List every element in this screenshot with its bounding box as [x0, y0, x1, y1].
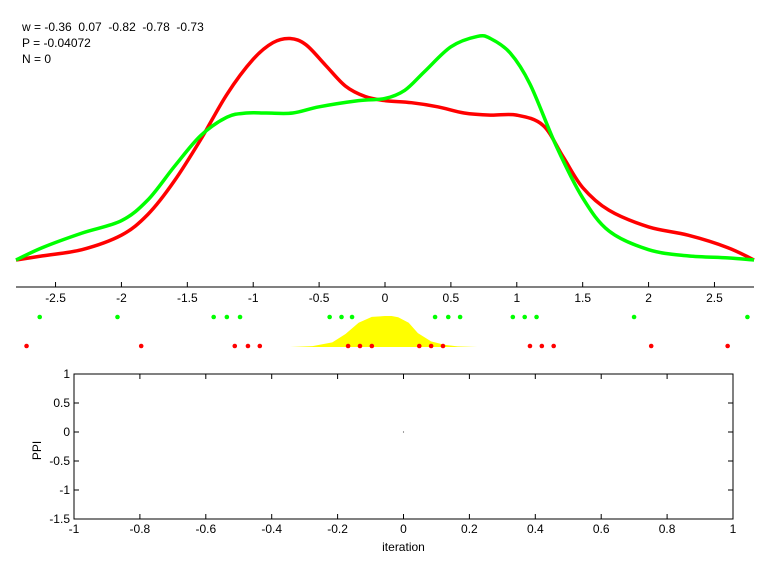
- red-point: [539, 343, 545, 349]
- density-x-tick-label: 1.5: [574, 291, 591, 305]
- green-point: [211, 314, 216, 320]
- red-point: [24, 343, 29, 349]
- ppi-y-tick-label: 0: [63, 425, 70, 439]
- p-value-readout: P = -0.04072: [22, 36, 91, 50]
- green-point: [745, 314, 750, 320]
- red-point: [245, 343, 251, 349]
- ppi-y-tick-label: -1: [59, 483, 70, 497]
- density-x-tick-label: -2.5: [45, 291, 66, 305]
- green-point: [631, 314, 637, 320]
- density-x-tick-label: 0: [382, 291, 389, 305]
- ppi-plot-box: [73, 373, 734, 520]
- red-point: [369, 343, 375, 349]
- red-point: [416, 343, 422, 349]
- green-point: [327, 314, 332, 320]
- red-curve: [15, 36, 755, 262]
- red-point: [232, 343, 238, 349]
- red-point: [357, 343, 363, 349]
- density-x-tick-label: 1: [513, 291, 520, 305]
- ppi-x-tick-label: -1: [69, 522, 80, 536]
- ppi-y-tick-label: 1: [63, 367, 70, 381]
- red-point: [440, 343, 446, 349]
- red-point: [257, 343, 263, 349]
- density-x-tick-label: -1.5: [177, 291, 198, 305]
- ppi-x-tick-label: 0.6: [593, 522, 610, 536]
- ppi-x-tick-label: -0.2: [327, 522, 348, 536]
- green-point: [37, 314, 43, 320]
- ppi-x-tick-label: -0.6: [195, 522, 216, 536]
- yellow-density-area: [290, 316, 478, 347]
- green-point: [339, 314, 344, 320]
- ppi-y-tick-label: -0.5: [49, 454, 70, 468]
- ppi-x-tick-label: 0.4: [527, 522, 544, 536]
- red-point: [428, 343, 434, 349]
- ppi-x-tick-label: -0.4: [261, 522, 282, 536]
- red-point: [527, 343, 533, 349]
- green-point: [534, 314, 539, 320]
- green-curve: [15, 34, 755, 262]
- green-point: [457, 314, 463, 320]
- ppi-y-tick-label: -1.5: [49, 512, 70, 526]
- ppi-x-tick-label: 0: [400, 522, 407, 536]
- density-plot: -2.5 -2 -1.5 -1 -0.5 0 0.5 1 1.5 2 2.5: [15, 34, 755, 349]
- ppi-data-point: [402, 431, 405, 433]
- green-point: [115, 314, 120, 320]
- density-x-tick-label: 2.5: [706, 291, 723, 305]
- red-point: [551, 343, 556, 349]
- ppi-y-tick-label: 0.5: [53, 396, 70, 410]
- green-point: [224, 314, 230, 320]
- ppi-x-axis-label: iteration: [382, 540, 425, 554]
- n-count-readout: N = 0: [22, 52, 52, 66]
- ppi-x-tick-label: -0.8: [130, 522, 151, 536]
- density-x-tick-label: -0.5: [309, 291, 330, 305]
- green-point: [510, 314, 516, 320]
- density-x-tick-label: 0.5: [443, 291, 460, 305]
- red-point: [345, 343, 351, 349]
- density-x-tick-label: -2: [116, 291, 127, 305]
- red-point: [725, 343, 730, 349]
- green-point: [237, 314, 243, 320]
- green-point: [445, 314, 451, 320]
- ppi-plot: -1 -0.8 -0.6 -0.4 -0.2 0 0.2 0.4 0.6 0.8 1 1 0.5 0 -0.…: [30, 367, 737, 554]
- weights-readout: w = -0.36 0.07 -0.82 -0.78 -0.73: [22, 20, 204, 34]
- red-point: [648, 343, 654, 349]
- red-point: [138, 343, 144, 349]
- ppi-x-tick-label: 1: [730, 522, 737, 536]
- ppi-x-tick-label: 0.2: [461, 522, 478, 536]
- green-point: [522, 314, 527, 320]
- ppi-x-tick-label: 0.8: [659, 522, 676, 536]
- green-point: [349, 314, 355, 320]
- green-point: [432, 314, 438, 320]
- density-x-tick-label: 2: [645, 291, 652, 305]
- density-x-tick-label: -1: [248, 291, 259, 305]
- ppi-y-axis-label: PPI: [30, 441, 44, 460]
